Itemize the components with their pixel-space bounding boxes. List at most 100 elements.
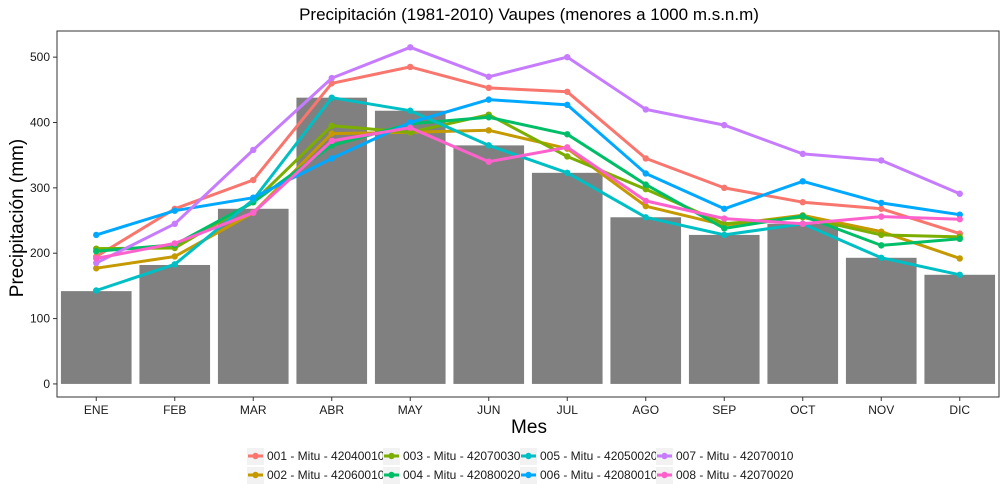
series-point-1 <box>407 63 414 71</box>
y-axis-title: Precipitación (mm) <box>7 139 28 297</box>
series-point-3 <box>642 185 649 193</box>
series-point-2 <box>642 202 649 210</box>
series-point-8 <box>642 197 649 205</box>
legend: 001 - Mitu - 42040010 002 - Mitu - 420600… <box>247 448 794 484</box>
x-tick-label: AGO <box>632 403 659 417</box>
series-point-1 <box>250 176 257 184</box>
series-point-2 <box>171 253 178 260</box>
series-point-6 <box>93 231 100 239</box>
series-point-1 <box>485 84 492 92</box>
series-point-4 <box>721 225 728 232</box>
x-tick-label: SEP <box>712 403 736 417</box>
legend-key-point <box>525 471 532 479</box>
y-tick-label: 400 <box>30 116 50 130</box>
series-point-4 <box>878 242 885 249</box>
bar-may <box>374 110 446 384</box>
x-tick-label: DIC <box>949 403 970 417</box>
plot-border <box>56 30 1000 398</box>
series-point-8 <box>485 158 492 165</box>
series-point-6 <box>485 96 492 103</box>
series-point-4 <box>956 235 963 243</box>
series-point-5 <box>642 214 649 221</box>
series-point-3 <box>878 231 885 239</box>
series-point-6 <box>407 119 414 126</box>
series-point-6 <box>642 170 649 177</box>
series-point-3 <box>564 153 571 160</box>
legend-key-point <box>388 452 395 460</box>
series-line-6 <box>94 98 962 237</box>
series-point-1 <box>564 88 571 95</box>
series-point-3 <box>328 122 335 129</box>
series-point-7 <box>328 74 335 82</box>
x-axis-title: Mes <box>511 417 547 438</box>
legend-item-5: 005 - Mitu - 42050020 <box>520 448 658 465</box>
legend-item-2: 002 - Mitu - 42060010 <box>247 467 385 484</box>
x-tick-label: JUN <box>477 403 500 417</box>
legend-item-1: 001 - Mitu - 42040010 <box>247 448 385 465</box>
bar-ago <box>610 217 682 384</box>
bar-feb <box>139 264 211 384</box>
series-point-7 <box>485 73 492 80</box>
bar-sep <box>688 234 760 384</box>
series-point-7 <box>956 190 963 197</box>
series-point-8 <box>564 144 571 151</box>
series-point-1 <box>721 184 728 192</box>
legend-label: 004 - Mitu - 42080020 <box>403 468 521 482</box>
series-point-5 <box>407 107 414 114</box>
legend-label: 005 - Mitu - 42050020 <box>540 449 658 463</box>
series-point-2 <box>485 127 492 134</box>
y-tick-label: 200 <box>30 246 50 260</box>
series-point-7 <box>878 157 885 164</box>
bar-oct <box>767 223 839 384</box>
series-point-7 <box>799 150 806 158</box>
series-point-4 <box>93 248 100 255</box>
series-point-4 <box>642 181 649 188</box>
series-point-2 <box>956 255 963 262</box>
series-point-5 <box>721 231 728 239</box>
legend-key-point <box>525 452 532 460</box>
series-point-2 <box>328 130 335 137</box>
legend-label: 003 - Mitu - 42070030 <box>403 449 521 463</box>
y-tick-label: 300 <box>30 181 50 195</box>
series-point-7 <box>93 259 100 267</box>
legend-label: 002 - Mitu - 42060010 <box>267 468 385 482</box>
series-point-6 <box>171 207 178 214</box>
series-point-5 <box>485 142 492 149</box>
series-line-2 <box>94 128 962 270</box>
legend-label: 006 - Mitu - 42080010 <box>540 468 658 482</box>
series-point-5 <box>564 169 571 177</box>
series-point-7 <box>171 220 178 228</box>
legend-key-point <box>661 452 668 460</box>
series-point-4 <box>564 131 571 138</box>
y-tick-label: 100 <box>30 312 50 326</box>
series-point-6 <box>564 101 571 109</box>
series-point-5 <box>93 287 100 294</box>
series-point-6 <box>799 178 806 185</box>
series-point-8 <box>878 213 885 220</box>
legend-item-3: 003 - Mitu - 42070030 <box>383 448 521 465</box>
x-tick-label: ABR <box>319 403 344 417</box>
bar-jul <box>531 172 603 384</box>
series-point-7 <box>564 53 571 61</box>
series-point-8 <box>171 240 178 247</box>
series-point-2 <box>93 265 100 272</box>
legend-key-point <box>388 471 395 479</box>
series-point-5 <box>878 254 885 261</box>
series-point-7 <box>642 106 649 113</box>
y-tick-label: 0 <box>43 377 50 391</box>
series-point-4 <box>799 212 806 220</box>
series-point-5 <box>171 261 178 268</box>
legend-item-4: 004 - Mitu - 42080020 <box>383 467 521 484</box>
y-tick-label: 500 <box>30 50 50 64</box>
legend-label: 008 - Mitu - 42070020 <box>676 468 794 482</box>
series-point-1 <box>642 155 649 162</box>
series-point-3 <box>721 220 728 228</box>
plot-area: 0 100 200 300 400 500 ENE FEB MAR ABR MAY JUN JUL AGO… <box>30 30 1000 417</box>
x-tick-label: ENE <box>84 403 109 417</box>
series-point-1 <box>878 205 885 212</box>
x-tick-label: OCT <box>790 403 816 417</box>
series-point-7 <box>407 44 414 51</box>
series-point-1 <box>799 199 806 206</box>
series-point-5 <box>956 271 963 278</box>
